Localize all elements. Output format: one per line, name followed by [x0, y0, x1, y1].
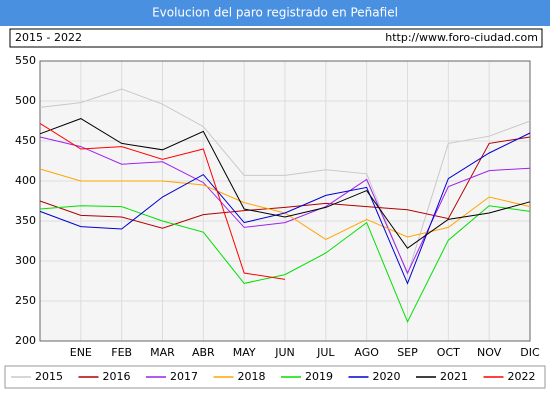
series-line — [39, 205, 531, 324]
legend-label: 2020 — [373, 370, 401, 383]
legend-label: 2022 — [508, 370, 536, 383]
y-tick-label: 550 — [15, 54, 36, 67]
legend-label: 2018 — [238, 370, 266, 383]
title-bar — [0, 0, 550, 26]
legend-label: 2017 — [170, 370, 198, 383]
legend-label: 2021 — [440, 370, 468, 383]
series-line — [39, 132, 531, 285]
legend-label: 2016 — [103, 370, 131, 383]
x-tick-label: MAY — [233, 346, 256, 359]
y-tick-label: 450 — [15, 134, 36, 147]
x-tick-label: ABR — [192, 346, 215, 359]
x-tick-label: NOV — [477, 346, 502, 359]
x-tick-label: OCT — [437, 346, 460, 359]
series-line — [39, 136, 531, 229]
y-tick-label: 400 — [15, 174, 36, 187]
legend-label: 2015 — [35, 370, 63, 383]
x-tick-label: JUN — [274, 346, 295, 359]
series-line — [39, 118, 531, 249]
legend — [4, 365, 546, 389]
y-tick-label: 300 — [15, 254, 36, 267]
x-tick-label: MAR — [150, 346, 175, 359]
x-tick-label: FEB — [111, 346, 132, 359]
x-tick-label: JUL — [316, 346, 335, 359]
subtitle: 2015 - 2022 — [15, 31, 82, 44]
y-tick-label: 500 — [15, 94, 36, 107]
x-tick-label: ENE — [70, 346, 92, 359]
series-line — [39, 88, 531, 277]
source: http://www.foro-ciudad.com — [385, 31, 538, 44]
x-tick-label: DIC — [520, 346, 540, 359]
y-tick-label: 350 — [15, 214, 36, 227]
legend-label: 2019 — [305, 370, 333, 383]
x-tick-label: AGO — [354, 346, 379, 359]
y-tick-label: 200 — [15, 334, 36, 347]
chart-title: Evolucion del paro registrado en Peñafie… — [152, 6, 398, 20]
y-tick-label: 250 — [15, 294, 36, 307]
subtitle-box — [9, 28, 543, 48]
series-line — [39, 122, 286, 280]
series-line — [39, 136, 531, 275]
x-tick-label: SEP — [397, 346, 418, 359]
